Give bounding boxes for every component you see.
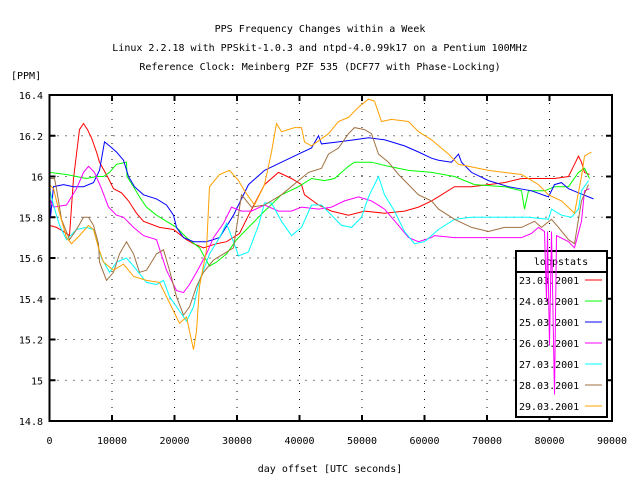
x-tick-label: 40000 — [284, 436, 314, 447]
x-axis-label: day offset [UTC seconds] — [258, 464, 403, 475]
legend-entry-label: 28.03.2001 — [519, 381, 579, 392]
y-tick-label: 16.2 — [19, 132, 43, 143]
chart-subtitle-line-2: Reference Clock: Meinberg PZF 535 (DCF77… — [139, 62, 500, 73]
legend-box — [515, 250, 608, 418]
legend: loopstats 23.03.200124.03.200125.03.2001… — [515, 250, 608, 418]
x-tick-label: 0 — [46, 436, 52, 447]
series-line-25-03-2001 — [49, 134, 594, 243]
series-line-24-03-2001 — [49, 161, 590, 267]
x-tick-label: 10000 — [97, 436, 127, 447]
series-lines — [49, 98, 594, 395]
legend-entry: 28.03.2001 — [519, 381, 602, 392]
plot-frame — [48, 94, 613, 422]
y-tick-label: 15.4 — [19, 295, 43, 306]
x-tick-label: 60000 — [409, 436, 439, 447]
legend-entry: 29.03.2001 — [519, 402, 602, 413]
legend-title: loopstats — [534, 257, 588, 268]
legend-entry-label: 27.03.2001 — [519, 360, 579, 371]
x-tick-label: 50000 — [347, 436, 377, 447]
x-tick-label: 70000 — [472, 436, 502, 447]
y-tick-label: 15.2 — [19, 336, 43, 347]
y-tick-label: 15 — [31, 376, 43, 387]
y-tick-label: 15.8 — [19, 213, 43, 224]
y-tick-label: 16.4 — [19, 91, 43, 102]
legend-entry: 27.03.2001 — [519, 360, 602, 371]
chart-title: PPS Frequency Changes within a Week — [215, 24, 426, 35]
x-tick-label: 90000 — [597, 436, 627, 447]
legend-entry-label: 29.03.2001 — [519, 402, 579, 413]
y-tick-labels: 14.8 15 15.2 15.4 15.6 15.8 16 16.2 16.4 — [19, 91, 43, 428]
legend-entry: 23.03.2001 — [519, 276, 602, 287]
x-tick-label: 30000 — [222, 436, 252, 447]
y-tick-label: 16 — [31, 173, 43, 184]
x-tick-label: 80000 — [534, 436, 564, 447]
x-tick-labels: 0 10000 20000 30000 40000 50000 60000 70000 8000… — [46, 436, 627, 447]
chart-subtitle-line-1: Linux 2.2.18 with PPSkit-1.0.3 and ntpd-… — [112, 43, 527, 54]
y-tick-label: 14.8 — [19, 417, 43, 428]
series-line-27-03-2001 — [49, 175, 589, 323]
y-axis-label: [PPM] — [11, 71, 41, 82]
series-line-28-03-2001 — [49, 127, 589, 317]
y-tick-label: 15.6 — [19, 254, 43, 265]
series-line-26-03-2001 — [49, 165, 590, 395]
series-line-29-03-2001 — [49, 98, 592, 350]
x-tick-label: 20000 — [159, 436, 189, 447]
legend-entry-label: 23.03.2001 — [519, 276, 579, 287]
